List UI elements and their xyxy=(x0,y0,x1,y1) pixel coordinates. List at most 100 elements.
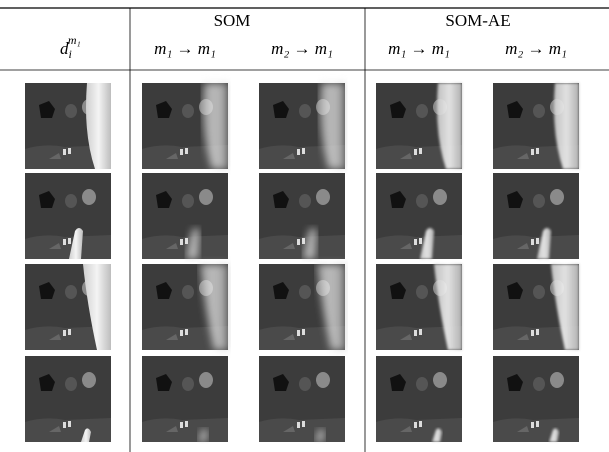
peg xyxy=(63,239,66,245)
peg xyxy=(419,421,422,427)
peg xyxy=(414,149,417,155)
peg xyxy=(531,149,534,155)
peg xyxy=(536,329,539,335)
image-cell xyxy=(25,356,111,442)
peg xyxy=(297,330,300,336)
sphere xyxy=(416,377,428,391)
sphere xyxy=(82,372,96,388)
peg xyxy=(414,330,417,336)
sphere xyxy=(182,194,194,208)
image-cell xyxy=(376,356,462,442)
sphere xyxy=(199,372,213,388)
peg xyxy=(414,239,417,245)
peg xyxy=(297,422,300,428)
sphere xyxy=(182,377,194,391)
image-cell xyxy=(376,264,462,350)
group-header: SOM xyxy=(214,11,251,30)
sub-header: m₁ → m₁ xyxy=(154,39,216,58)
sphere xyxy=(416,104,428,118)
peg xyxy=(302,329,305,335)
figure-table: SOM SOM-AE dim₁ m₁ → m₁ m₂ → m₁ m₁ → m₁ … xyxy=(0,0,609,452)
peg xyxy=(531,330,534,336)
peg xyxy=(302,148,305,154)
sphere xyxy=(299,285,311,299)
sphere xyxy=(433,372,447,388)
image-cell xyxy=(259,173,345,259)
peg xyxy=(185,421,188,427)
sub-header: m₂ → m₁ xyxy=(505,39,567,58)
peg xyxy=(419,148,422,154)
image-cell xyxy=(25,83,111,169)
sphere xyxy=(550,372,564,388)
peg xyxy=(536,238,539,244)
sphere xyxy=(316,189,330,205)
peg xyxy=(63,330,66,336)
peg xyxy=(68,148,71,154)
sphere xyxy=(182,104,194,118)
sphere xyxy=(65,377,77,391)
sphere xyxy=(316,372,330,388)
sphere xyxy=(433,189,447,205)
peg xyxy=(414,422,417,428)
peg xyxy=(185,329,188,335)
image-cell xyxy=(493,264,579,350)
sphere xyxy=(182,285,194,299)
peg xyxy=(302,238,305,244)
sphere xyxy=(416,285,428,299)
peg xyxy=(63,149,66,155)
page: {"header": {"first_col": {"base": "d", "… xyxy=(0,0,609,452)
peg xyxy=(185,238,188,244)
peg xyxy=(180,330,183,336)
peg xyxy=(68,421,71,427)
superscript: m₁ xyxy=(68,33,81,47)
sphere xyxy=(65,194,77,208)
peg xyxy=(419,238,422,244)
peg xyxy=(531,239,534,245)
image-cell xyxy=(259,356,345,442)
image-cell xyxy=(25,173,111,259)
image-cell xyxy=(493,83,579,169)
peg xyxy=(185,148,188,154)
image-cell xyxy=(259,264,345,350)
peg xyxy=(180,239,183,245)
image-cell xyxy=(142,83,228,169)
sphere xyxy=(533,104,545,118)
peg xyxy=(536,421,539,427)
peg xyxy=(68,238,71,244)
sub-header: m₂ → m₁ xyxy=(271,39,333,58)
peg xyxy=(531,422,534,428)
peg xyxy=(180,149,183,155)
sphere xyxy=(533,377,545,391)
first-column-header: dim₁ xyxy=(60,33,81,61)
sphere xyxy=(533,285,545,299)
peg xyxy=(302,421,305,427)
peg xyxy=(63,422,66,428)
sphere xyxy=(65,285,77,299)
peg xyxy=(180,422,183,428)
image-grid xyxy=(25,83,579,442)
image-cell xyxy=(376,83,462,169)
image-cell xyxy=(142,264,228,350)
image-cell xyxy=(142,356,228,442)
peg xyxy=(297,149,300,155)
sphere xyxy=(65,104,77,118)
peg xyxy=(68,329,71,335)
sphere xyxy=(299,194,311,208)
peg xyxy=(297,239,300,245)
peg xyxy=(536,148,539,154)
sphere xyxy=(299,104,311,118)
sphere xyxy=(82,189,96,205)
sphere xyxy=(299,377,311,391)
image-cell xyxy=(493,356,579,442)
sphere xyxy=(416,194,428,208)
image-cell xyxy=(493,173,579,259)
group-header: SOM-AE xyxy=(445,11,510,30)
sphere xyxy=(550,189,564,205)
subscript: i xyxy=(69,47,72,61)
sub-header: m₁ → m₁ xyxy=(388,39,450,58)
peg xyxy=(419,329,422,335)
sphere xyxy=(533,194,545,208)
image-cell xyxy=(25,264,111,350)
image-cell xyxy=(142,173,228,259)
image-cell xyxy=(376,173,462,259)
